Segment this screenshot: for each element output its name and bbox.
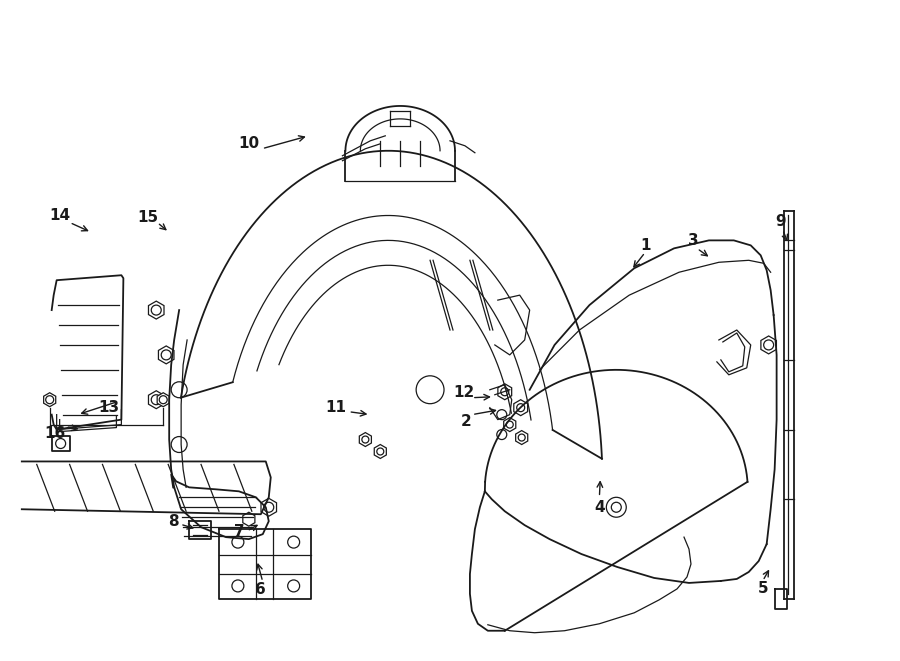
- Text: 11: 11: [325, 400, 346, 415]
- Text: 6: 6: [256, 582, 266, 598]
- Text: 12: 12: [454, 385, 474, 401]
- Polygon shape: [504, 418, 516, 432]
- Text: 14: 14: [50, 208, 70, 223]
- Text: 2: 2: [461, 414, 472, 429]
- Polygon shape: [148, 301, 164, 319]
- Polygon shape: [760, 336, 777, 354]
- Text: 4: 4: [594, 500, 605, 515]
- Polygon shape: [44, 393, 56, 407]
- Polygon shape: [158, 393, 169, 407]
- Polygon shape: [261, 498, 276, 516]
- Polygon shape: [374, 444, 386, 459]
- Text: 13: 13: [98, 400, 119, 415]
- Text: 1: 1: [640, 238, 651, 253]
- Polygon shape: [498, 384, 512, 400]
- Polygon shape: [514, 400, 527, 416]
- Text: 10: 10: [238, 136, 259, 151]
- Text: 7: 7: [234, 524, 244, 539]
- Text: 8: 8: [168, 514, 178, 529]
- Text: 15: 15: [138, 210, 158, 225]
- Polygon shape: [359, 432, 372, 447]
- Polygon shape: [158, 346, 174, 364]
- Text: 3: 3: [688, 233, 698, 248]
- Polygon shape: [148, 391, 164, 408]
- Text: 5: 5: [758, 582, 768, 596]
- Text: 16: 16: [44, 426, 66, 441]
- Text: 9: 9: [775, 214, 786, 229]
- Polygon shape: [516, 430, 527, 444]
- Polygon shape: [243, 512, 255, 526]
